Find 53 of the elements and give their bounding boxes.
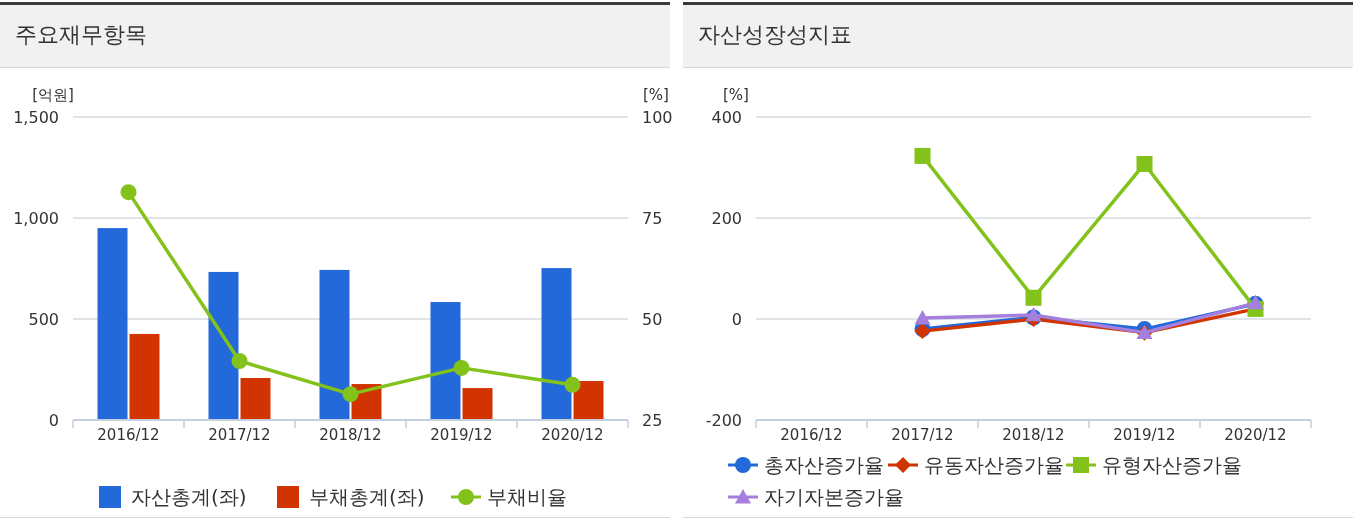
legend-label: 부채총계(좌) <box>309 485 425 509</box>
point <box>1025 306 1042 322</box>
y-tick-label: 1,000 <box>13 208 59 228</box>
y-tick-label: 0 <box>48 410 59 430</box>
y2-tick-label: 100 <box>642 107 673 127</box>
point <box>342 386 359 403</box>
legend-label: 자기자본증가율 <box>764 485 904 509</box>
bar <box>97 228 128 420</box>
x-tick-label: 2020/12 <box>1224 426 1287 444</box>
point <box>914 309 931 325</box>
point <box>231 353 248 370</box>
legend-label: 자산총계(좌) <box>131 485 247 509</box>
legend-label: 총자산증가율 <box>764 453 884 477</box>
y-tick-label: 0 <box>731 309 742 329</box>
bar <box>462 388 493 420</box>
y-tick-label: -200 <box>705 410 742 430</box>
y2-axis-title: [%] <box>643 86 669 104</box>
point <box>1136 155 1153 172</box>
x-tick-label: 2016/12 <box>97 426 160 444</box>
bar <box>319 269 350 420</box>
x-tick-label: 2018/12 <box>1002 426 1065 444</box>
y-tick-label: 400 <box>711 107 742 127</box>
y-axis-title: [%] <box>723 86 749 104</box>
y-tick-label: 1,500 <box>13 107 59 127</box>
legend-label: 유동자산증가율 <box>924 453 1064 477</box>
y-tick-label: 200 <box>711 208 742 228</box>
bar <box>208 271 239 420</box>
chart-title: 자산성장성지표 <box>698 22 852 47</box>
y-axis-title: [억원] <box>32 86 74 104</box>
legend-label: 유형자산증가율 <box>1102 453 1242 477</box>
y2-tick-label: 25 <box>642 410 663 430</box>
x-tick-label: 2019/12 <box>1113 426 1176 444</box>
legend-label: 부채비율 <box>487 485 567 509</box>
point <box>1025 289 1042 306</box>
bar <box>129 333 160 420</box>
bar <box>573 381 604 420</box>
x-tick-label: 2020/12 <box>541 426 604 444</box>
bar <box>541 268 572 420</box>
x-tick-label: 2019/12 <box>430 426 493 444</box>
x-tick-label: 2018/12 <box>319 426 382 444</box>
y-tick-label: 500 <box>28 309 59 329</box>
chart-title: 주요재무항목 <box>15 22 147 47</box>
point <box>914 147 931 164</box>
bar <box>430 302 461 420</box>
bar <box>240 377 271 420</box>
y2-tick-label: 50 <box>642 309 663 329</box>
point <box>453 359 470 376</box>
point <box>564 376 581 393</box>
x-tick-label: 2017/12 <box>891 426 954 444</box>
x-tick-label: 2017/12 <box>208 426 271 444</box>
y2-tick-label: 75 <box>642 208 663 228</box>
point <box>120 184 137 201</box>
x-tick-label: 2016/12 <box>780 426 843 444</box>
